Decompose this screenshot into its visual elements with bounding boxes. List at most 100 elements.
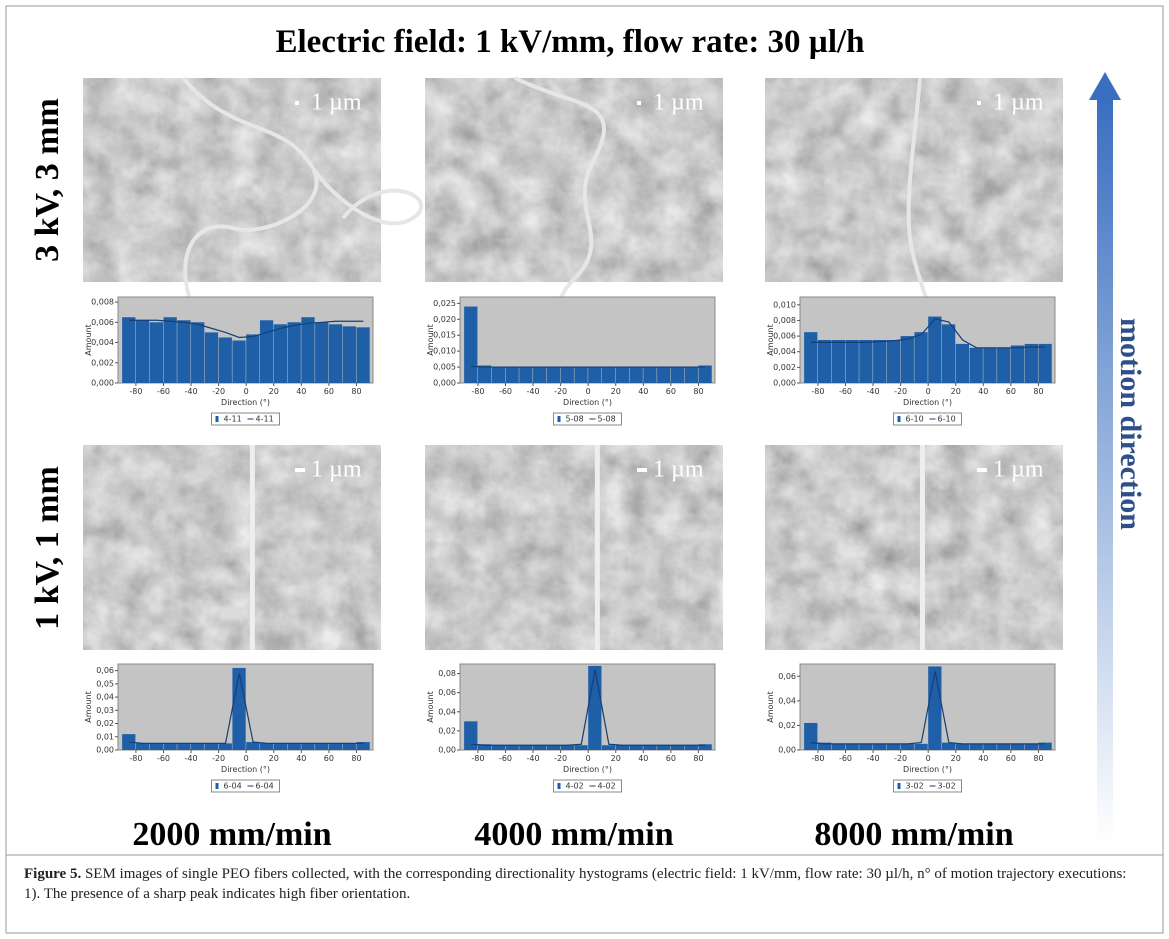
bar (328, 324, 343, 383)
bar (698, 365, 712, 383)
x-tick-label: 20 (269, 387, 279, 396)
y-tick-label: 0,006 (773, 332, 796, 341)
caption-label: Figure 5. (24, 866, 82, 882)
y-tick-label: 0,004 (91, 338, 114, 347)
legend-label: 6-10 (938, 415, 956, 424)
bar (505, 367, 519, 383)
bar (670, 745, 685, 750)
x-tick-label: -60 (839, 754, 852, 763)
y-tick-label: 0,025 (433, 299, 456, 308)
y-axis-label: Amount (84, 324, 93, 355)
bar (845, 743, 859, 750)
caption: Figure 5. SEM images of single PEO fiber… (24, 864, 1144, 904)
figure-title: Electric field: 1 kV/mm, flow rate: 30 µ… (275, 24, 864, 60)
x-tick-label: 0 (926, 387, 931, 396)
x-tick-label: 40 (296, 387, 306, 396)
x-tick-label: -20 (554, 754, 567, 763)
bar (177, 743, 191, 750)
y-tick-label: 0,00 (96, 746, 114, 755)
sem-image (83, 445, 381, 650)
legend-box (211, 412, 280, 426)
y-tick-label: 0,000 (433, 379, 456, 388)
y-tick-label: 0,00 (438, 746, 456, 755)
sem-image (425, 78, 723, 282)
y-tick-label: 0,008 (773, 316, 796, 325)
legend-label: 3-02 (938, 782, 956, 791)
fit-line (129, 319, 364, 339)
y-axis-label: Amount (426, 691, 435, 722)
bar (969, 347, 983, 383)
bar (804, 332, 818, 383)
y-tick-label: 0,05 (96, 679, 114, 688)
y-tick-label: 0,010 (433, 347, 456, 356)
bar (1038, 742, 1052, 750)
sem-image (425, 445, 723, 650)
x-axis-label: Direction (°) (903, 765, 952, 774)
column-label: 4000 mm/min (474, 816, 673, 853)
arrow-shaft (1097, 100, 1113, 845)
x-tick-label: -60 (499, 387, 512, 396)
y-tick-label: 0,005 (433, 363, 456, 372)
x-tick-label: 60 (1006, 387, 1016, 396)
bar (356, 742, 370, 750)
bar (615, 745, 630, 750)
bar (1038, 343, 1052, 383)
bar (287, 322, 301, 383)
x-tick-label: 60 (666, 754, 676, 763)
bar (969, 743, 983, 750)
x-tick-label: 60 (1006, 754, 1016, 763)
y-tick-label: 0,03 (96, 706, 114, 715)
y-tick-label: 0,06 (778, 672, 796, 681)
bar (588, 665, 602, 750)
x-tick-label: 20 (611, 387, 621, 396)
x-tick-label: -40 (867, 754, 880, 763)
x-tick-label: -60 (499, 754, 512, 763)
x-tick-label: 80 (351, 387, 361, 396)
legend-swatch (215, 416, 219, 422)
bar (191, 322, 205, 383)
bar (315, 743, 329, 750)
bar (804, 722, 818, 750)
bar (301, 317, 315, 383)
bar (955, 743, 970, 750)
bar (983, 743, 997, 750)
y-axis-label: Amount (766, 324, 775, 355)
x-tick-label: 80 (693, 387, 703, 396)
bar (491, 745, 505, 750)
bar (859, 340, 873, 383)
x-tick-label: 20 (951, 754, 961, 763)
x-tick-label: -40 (185, 754, 198, 763)
bar (122, 734, 136, 750)
bar (232, 340, 246, 383)
frame (5, 5, 1164, 934)
legend-box (553, 412, 622, 426)
legend-label: 6-04 (256, 782, 274, 791)
y-tick-label: 0,08 (438, 669, 456, 678)
bar (560, 745, 574, 750)
scale-bar-label: 1 µm (993, 90, 1044, 116)
x-tick-label: -80 (471, 754, 484, 763)
scale-bar-label: 1 µm (653, 457, 704, 483)
x-tick-label: -20 (894, 754, 907, 763)
bar (149, 322, 163, 383)
fit-line (128, 673, 364, 744)
y-tick-label: 0,002 (91, 358, 114, 367)
legend-label: 4-11 (224, 415, 242, 424)
x-tick-label: 40 (296, 754, 306, 763)
x-tick-label: 60 (324, 754, 334, 763)
legend-label: 6-10 (906, 415, 924, 424)
bar (1010, 743, 1025, 750)
bar (273, 324, 288, 383)
fiber (181, 76, 423, 309)
y-tick-label: 0,02 (438, 726, 456, 735)
y-axis-label: Amount (766, 691, 775, 722)
legend-label: 4-02 (598, 782, 616, 791)
bar (670, 367, 685, 383)
bar (135, 743, 150, 750)
fiber (249, 445, 255, 650)
legend-swatch (557, 783, 561, 789)
bar (941, 742, 956, 750)
bar (259, 743, 274, 750)
bar (519, 367, 533, 383)
